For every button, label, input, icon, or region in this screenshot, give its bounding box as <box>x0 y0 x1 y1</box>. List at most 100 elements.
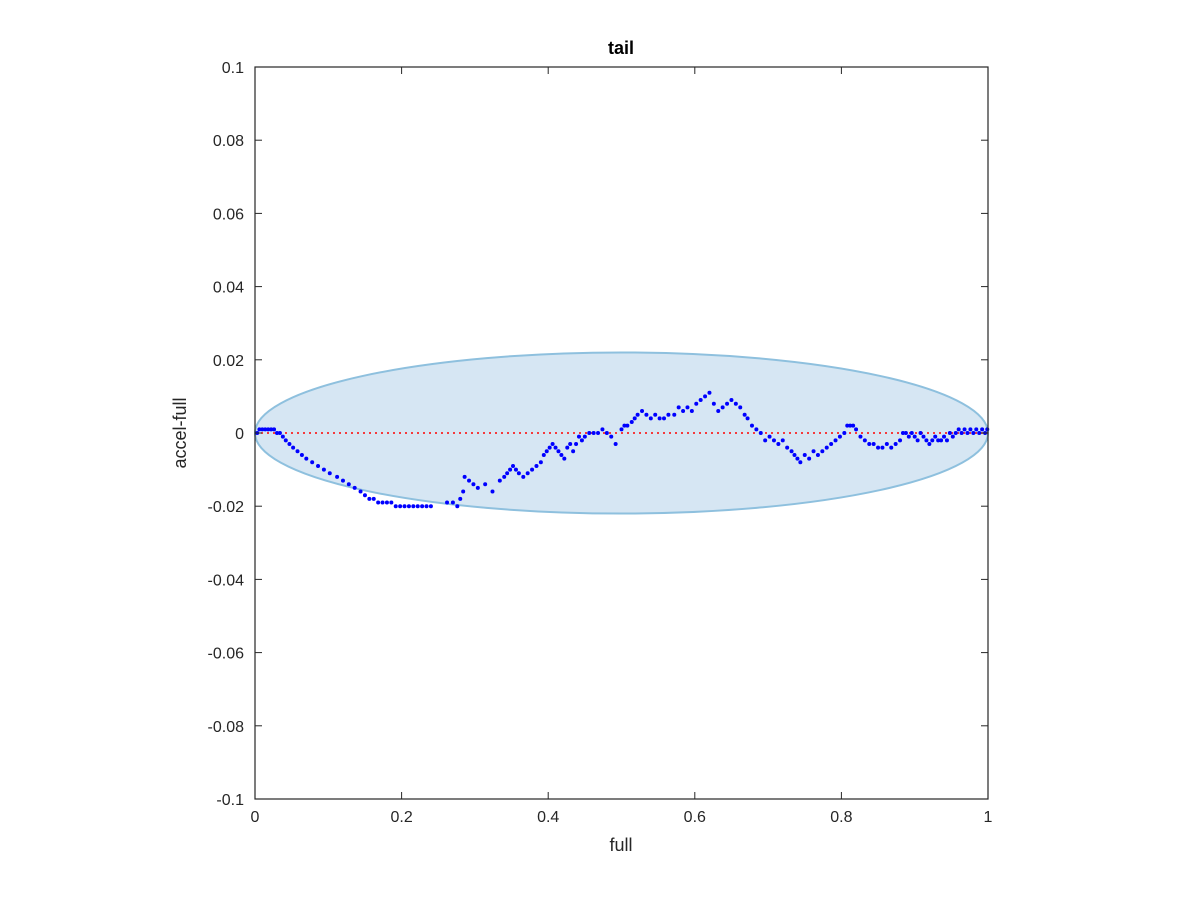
data-point <box>980 427 985 432</box>
data-point <box>321 467 326 472</box>
data-point <box>260 427 265 432</box>
data-point <box>291 445 296 450</box>
data-point <box>490 489 495 494</box>
data-point <box>763 438 768 443</box>
data-point <box>893 441 898 446</box>
data-point <box>475 485 480 490</box>
data-point <box>295 449 300 454</box>
data-point <box>574 441 579 446</box>
data-point <box>824 445 829 450</box>
data-point <box>725 401 730 406</box>
data-point <box>316 463 321 468</box>
data-point <box>854 427 859 432</box>
data-point <box>771 438 776 443</box>
data-point <box>398 504 403 509</box>
data-point <box>829 441 834 446</box>
data-point <box>785 445 790 450</box>
data-point <box>936 438 941 443</box>
data-point <box>420 504 425 509</box>
data-point <box>681 409 686 414</box>
data-point <box>742 412 747 417</box>
data-point <box>820 449 825 454</box>
data-point <box>956 427 961 432</box>
data-point <box>837 434 842 439</box>
data-point <box>462 474 467 479</box>
x-tick-label: 0.8 <box>830 809 852 826</box>
data-point <box>556 449 561 454</box>
data-point <box>511 463 516 468</box>
y-tick-label: -0.1 <box>216 792 244 809</box>
data-point <box>304 456 309 461</box>
data-point <box>547 445 552 450</box>
data-point <box>738 405 743 410</box>
data-point <box>924 438 929 443</box>
data-point <box>579 438 584 443</box>
x-tick-label: 0.2 <box>390 809 412 826</box>
data-point <box>707 390 712 395</box>
data-point <box>424 504 429 509</box>
data-point <box>716 409 721 414</box>
data-point <box>867 441 872 446</box>
data-point <box>277 431 282 435</box>
data-point <box>921 434 926 439</box>
data-point <box>632 416 637 421</box>
data-point <box>862 438 867 443</box>
data-point <box>807 456 812 461</box>
data-point <box>538 460 543 465</box>
data-point <box>912 434 917 439</box>
data-point <box>898 438 903 443</box>
data-point <box>450 500 455 505</box>
data-point <box>445 500 450 505</box>
data-point <box>918 431 923 435</box>
y-tick-label: -0.08 <box>208 719 245 736</box>
data-point <box>749 423 754 428</box>
y-tick-label: -0.02 <box>208 499 245 516</box>
data-point <box>776 441 781 446</box>
data-point <box>915 438 920 443</box>
y-tick-label: 0.08 <box>213 133 244 150</box>
plot-area <box>254 351 990 515</box>
data-point <box>968 427 973 432</box>
data-point <box>619 427 624 432</box>
data-point <box>565 445 570 450</box>
data-point <box>471 482 476 487</box>
axes: 0 0.2 0.4 0.6 0.8 1 -0.1 -0.08 -0.06 -0.04 -0.02 0 0… <box>208 60 993 826</box>
data-point <box>380 500 385 505</box>
data-point <box>534 463 539 468</box>
data-point <box>280 434 285 439</box>
data-point <box>625 423 630 428</box>
data-point <box>947 431 952 435</box>
data-point <box>516 471 521 476</box>
data-point <box>299 452 304 457</box>
data-point <box>635 412 640 417</box>
data-point <box>389 500 394 505</box>
data-point <box>848 423 853 428</box>
data-point <box>733 401 738 406</box>
data-point <box>287 441 292 446</box>
data-point <box>950 434 955 439</box>
data-point <box>767 434 772 439</box>
data-point <box>640 409 645 414</box>
data-point <box>889 445 894 450</box>
data-point <box>367 496 372 501</box>
data-point <box>676 405 681 410</box>
data-point <box>815 452 820 457</box>
data-point <box>780 438 785 443</box>
x-tick-label: 0.6 <box>684 809 706 826</box>
data-point <box>942 434 947 439</box>
x-axis-title: full <box>609 835 632 855</box>
data-point <box>415 504 420 509</box>
data-point <box>274 431 279 435</box>
data-point <box>559 452 564 457</box>
data-point <box>340 478 345 483</box>
data-point <box>880 445 885 450</box>
data-point <box>393 504 398 509</box>
data-point <box>352 485 357 490</box>
data-point <box>944 438 949 443</box>
data-point <box>508 467 513 472</box>
data-point <box>600 427 605 432</box>
data-point <box>582 434 587 439</box>
data-point <box>745 416 750 421</box>
data-point <box>272 427 277 432</box>
